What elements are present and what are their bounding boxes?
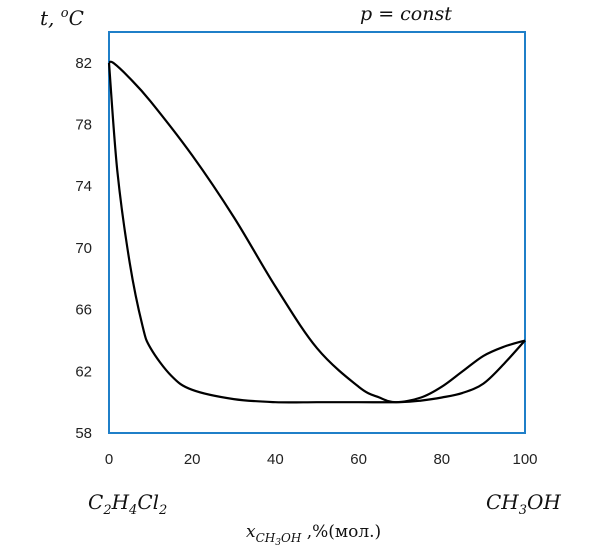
x-tick-label: 60	[350, 451, 367, 468]
y-tick-label: 66	[75, 302, 92, 319]
y-tick-label: 58	[75, 425, 92, 442]
x-tick-label: 80	[433, 451, 450, 468]
y-tick-label: 62	[75, 363, 92, 380]
vapor-curve	[108, 60, 526, 404]
axis-ticks: 0 20 40 60 80 100 58 62 66 70 74 78 82	[75, 55, 537, 468]
y-tick-label: 70	[75, 240, 92, 257]
y-tick-label: 78	[75, 117, 92, 134]
right-component-label: CH3OH	[486, 490, 561, 518]
y-tick-label: 82	[75, 55, 92, 72]
chart-title: p = const	[360, 3, 452, 25]
y-tick-label: 74	[75, 178, 92, 195]
curves-group	[107, 60, 526, 404]
liquid-curve	[107, 62, 526, 404]
x-tick-label: 40	[267, 451, 284, 468]
x-tick-label: 0	[105, 451, 113, 468]
x-axis-label: xCH3OH ,%(мол.)	[246, 522, 381, 548]
plot-frame	[108, 31, 526, 434]
left-component-label: C2H4Cl2	[88, 490, 167, 518]
x-tick-label: 20	[184, 451, 201, 468]
y-axis-label: t, oC	[40, 6, 84, 30]
x-tick-label: 100	[512, 451, 537, 468]
